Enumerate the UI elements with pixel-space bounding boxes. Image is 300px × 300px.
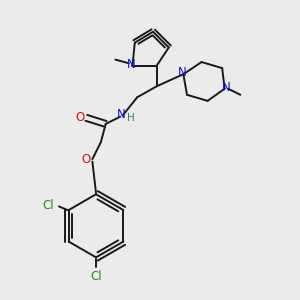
Text: N: N: [127, 58, 136, 71]
Text: O: O: [76, 111, 85, 124]
Text: N: N: [117, 108, 126, 121]
Text: O: O: [82, 153, 91, 166]
Text: Cl: Cl: [90, 270, 102, 283]
Text: H: H: [127, 113, 135, 123]
Text: N: N: [178, 67, 187, 80]
Text: N: N: [221, 81, 230, 94]
Text: Cl: Cl: [42, 199, 54, 212]
